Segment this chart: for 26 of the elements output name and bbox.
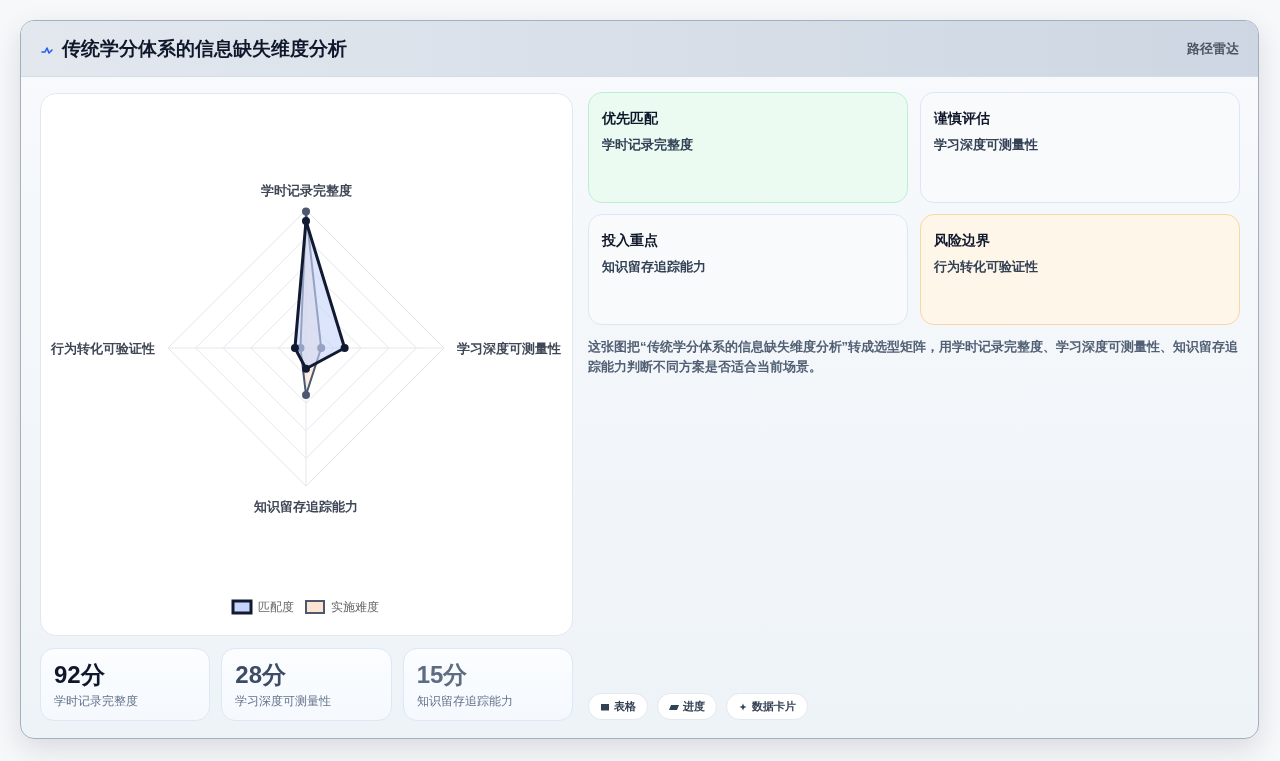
text: 28分	[235, 660, 286, 690]
text: 路径雷达	[1187, 40, 1239, 58]
text: 投入重点	[602, 231, 658, 250]
text: 学时记录完整度	[54, 693, 138, 709]
legend-label: 匹配度	[258, 600, 294, 614]
text: 15分	[416, 660, 468, 690]
text: 行为转化可验证性	[934, 258, 1038, 276]
spoke-label: 行为转化可验证性	[50, 341, 155, 356]
text: 学习深度可测量性	[235, 693, 332, 709]
text: 数据卡片	[752, 699, 796, 714]
spoke-label: 知识留存追踪能力	[253, 498, 358, 514]
spoke-label: 学时记录完整度	[260, 182, 352, 198]
text: 风险边界	[934, 231, 990, 250]
text: 谨慎评估	[934, 109, 990, 128]
text: 知识留存追踪能力	[602, 258, 706, 276]
text: 知识留存追踪能力	[416, 693, 513, 709]
text: 学习深度可测量性	[934, 136, 1038, 154]
text: 这张图把“传统学分体系的信息缺失维度分析”转成选型矩阵，用学时记录完整度、学习深度可测量性、知识留存追踪能力判断不同方案是否适合当前场景。	[588, 338, 1239, 376]
text: 进度	[683, 699, 705, 714]
text: 优先匹配	[602, 109, 658, 128]
text: 学时记录完整度	[602, 136, 693, 154]
text: 传统学分体系的信息缺失维度分析	[62, 37, 347, 61]
legend-label: 实施难度	[331, 600, 379, 614]
spoke-label: 学习深度可测量性	[457, 340, 561, 356]
text: 表格	[614, 699, 636, 714]
text: 92分	[54, 660, 105, 690]
